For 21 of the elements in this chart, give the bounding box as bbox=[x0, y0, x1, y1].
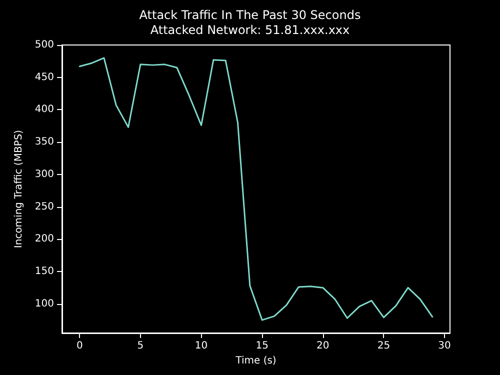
y-tick-label: 200 bbox=[34, 234, 54, 245]
x-tick-label: 20 bbox=[316, 340, 330, 352]
x-tick-label: 30 bbox=[438, 340, 451, 352]
y-tick-label: 350 bbox=[34, 136, 54, 148]
x-tick-label: 0 bbox=[76, 340, 83, 352]
y-tick-label: 100 bbox=[34, 298, 54, 310]
y-tick-label: 300 bbox=[34, 168, 54, 180]
line-series bbox=[78, 57, 434, 321]
x-tick-label: 15 bbox=[256, 340, 268, 352]
chart-title: Attack Traffic In The Past 30 Seconds bbox=[139, 8, 361, 22]
y-tick-label: 450 bbox=[34, 72, 54, 83]
x-tick-label: 25 bbox=[377, 340, 390, 352]
y-tick-label: 400 bbox=[34, 104, 54, 116]
chart-subtitle: Attacked Network: 51.81.xxx.xxx bbox=[150, 23, 350, 37]
x-tick-label: 10 bbox=[194, 340, 208, 352]
x-tick-label: 5 bbox=[137, 340, 144, 352]
x-axis-title: Time (s) bbox=[234, 355, 276, 366]
y-tick-label: 150 bbox=[34, 266, 54, 278]
y-axis-title: Incoming Traffic (MBPS) bbox=[14, 130, 25, 248]
y-tick-label: 250 bbox=[34, 201, 54, 212]
y-tick-label: 500 bbox=[34, 40, 54, 50]
